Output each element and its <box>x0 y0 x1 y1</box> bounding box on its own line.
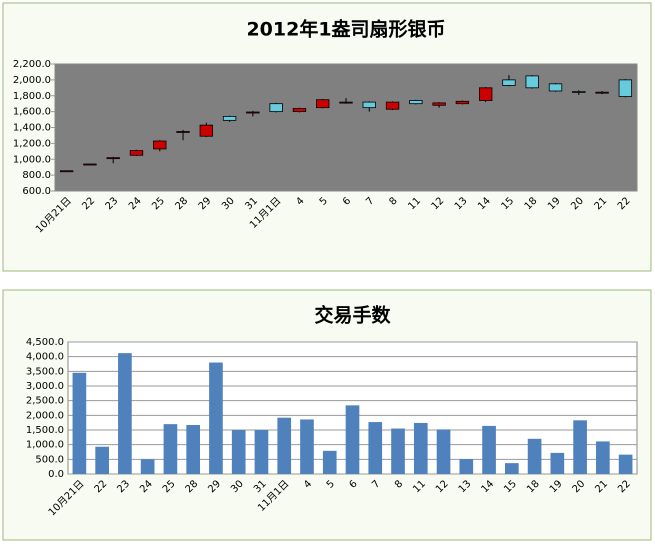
chart-title: 2012年1盎司扇形银币 <box>246 18 445 41</box>
y-tick-label: 1,400.0 <box>13 123 51 134</box>
candle-body <box>455 100 470 105</box>
y-tick-label: 2,500.0 <box>26 396 64 407</box>
bar <box>596 441 610 474</box>
candle-body <box>385 101 400 110</box>
candle-body <box>502 79 516 86</box>
bar <box>322 450 337 474</box>
y-tick-label: 2,000.0 <box>26 410 64 421</box>
chart-title: 交易手数 <box>314 304 391 327</box>
y-tick-label: 2,000.0 <box>13 75 51 86</box>
bar <box>391 428 405 474</box>
candle-body <box>572 90 586 93</box>
candle-body <box>129 150 144 156</box>
y-tick-label: 3,500.0 <box>26 366 64 377</box>
bar <box>368 422 383 474</box>
y-tick-label: 1,500.0 <box>26 425 64 436</box>
bar <box>436 429 451 474</box>
y-tick-label: 4,500.0 <box>26 337 64 348</box>
plot-area <box>54 63 638 192</box>
y-tick-label: 1,600.0 <box>13 107 51 118</box>
bar <box>482 425 496 474</box>
bar <box>209 362 223 474</box>
y-tick-label: 800.0 <box>22 170 51 181</box>
candle-body <box>59 170 74 173</box>
bar <box>573 420 587 474</box>
bar <box>163 424 178 474</box>
candle-body <box>269 103 283 113</box>
bar <box>118 353 132 474</box>
y-tick-label: 600.0 <box>22 186 51 197</box>
bar <box>186 425 201 474</box>
bar <box>459 459 474 474</box>
bar <box>231 430 246 474</box>
candle-body <box>222 115 237 121</box>
candle-body <box>153 140 167 150</box>
bar <box>413 422 428 474</box>
bar <box>254 430 269 474</box>
bar <box>504 463 519 474</box>
y-tick-label: 1,000.0 <box>26 440 64 451</box>
bar <box>277 417 292 474</box>
y-tick-label: 1,800.0 <box>13 91 51 102</box>
y-tick-label: 2,200.0 <box>13 59 51 70</box>
candle-body <box>176 131 190 133</box>
y-tick-label: 4,000.0 <box>26 352 64 363</box>
candle-body <box>409 100 423 105</box>
y-tick-label: 1,000.0 <box>13 154 51 165</box>
bar <box>550 452 565 474</box>
candle-body <box>339 101 353 104</box>
y-tick-label: 3,000.0 <box>26 381 64 392</box>
bar <box>527 438 542 474</box>
candle-body <box>478 87 493 101</box>
candle-body <box>362 101 376 109</box>
candle-body <box>199 124 214 137</box>
bar <box>300 419 314 474</box>
candle-body <box>595 91 609 94</box>
bar <box>140 459 155 474</box>
bar <box>345 405 360 474</box>
y-tick-label: 0.0 <box>48 469 64 480</box>
candle-body <box>432 102 446 106</box>
candle-body <box>316 99 330 109</box>
candle-body <box>292 108 307 113</box>
candle-body <box>106 157 120 160</box>
candle-body <box>246 111 260 114</box>
candle-body <box>525 75 539 89</box>
bar <box>72 372 87 474</box>
y-tick-label: 500.0 <box>35 454 64 465</box>
bar <box>95 446 109 474</box>
bar <box>618 454 633 474</box>
candle-body <box>618 79 633 97</box>
candle-body <box>83 163 97 166</box>
candle-body <box>548 83 563 92</box>
y-tick-label: 1,200.0 <box>13 138 51 149</box>
